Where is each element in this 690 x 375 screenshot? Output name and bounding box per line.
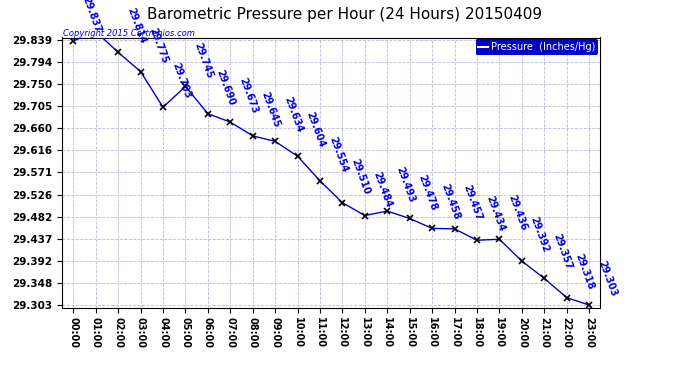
Text: 29.434: 29.434 [484, 195, 506, 233]
Text: 29.814: 29.814 [125, 7, 148, 45]
Text: 29.357: 29.357 [551, 233, 573, 272]
Text: 29.703: 29.703 [170, 62, 193, 100]
Text: Copyright 2015 Cartrenios.com: Copyright 2015 Cartrenios.com [63, 28, 195, 38]
Text: 29.645: 29.645 [259, 90, 282, 129]
Text: 29.436: 29.436 [506, 194, 529, 232]
Text: 29.318: 29.318 [573, 252, 596, 291]
Text: 29.478: 29.478 [417, 173, 439, 211]
Text: 29.457: 29.457 [462, 183, 484, 222]
Text: 29.554: 29.554 [327, 135, 349, 174]
Text: 29.775: 29.775 [148, 26, 170, 64]
Text: 29.745: 29.745 [193, 41, 215, 80]
Text: 29.392: 29.392 [529, 215, 551, 254]
Text: Barometric Pressure per Hour (24 Hours) 20150409: Barometric Pressure per Hour (24 Hours) … [148, 8, 542, 22]
Text: 29.303: 29.303 [596, 260, 618, 298]
Text: 29.690: 29.690 [215, 68, 237, 107]
Text: 29.604: 29.604 [304, 111, 327, 149]
Text: 29.510: 29.510 [349, 157, 372, 196]
Text: 29.837: 29.837 [80, 0, 103, 34]
Text: 29.493: 29.493 [394, 165, 417, 204]
Text: 29.634: 29.634 [282, 96, 304, 134]
Text: 29.484: 29.484 [372, 170, 394, 208]
Text: 29.458: 29.458 [439, 183, 462, 221]
Text: 29.856: 29.856 [0, 374, 1, 375]
Text: 29.673: 29.673 [237, 76, 259, 115]
Legend: Pressure  (Inches/Hg): Pressure (Inches/Hg) [475, 39, 598, 55]
